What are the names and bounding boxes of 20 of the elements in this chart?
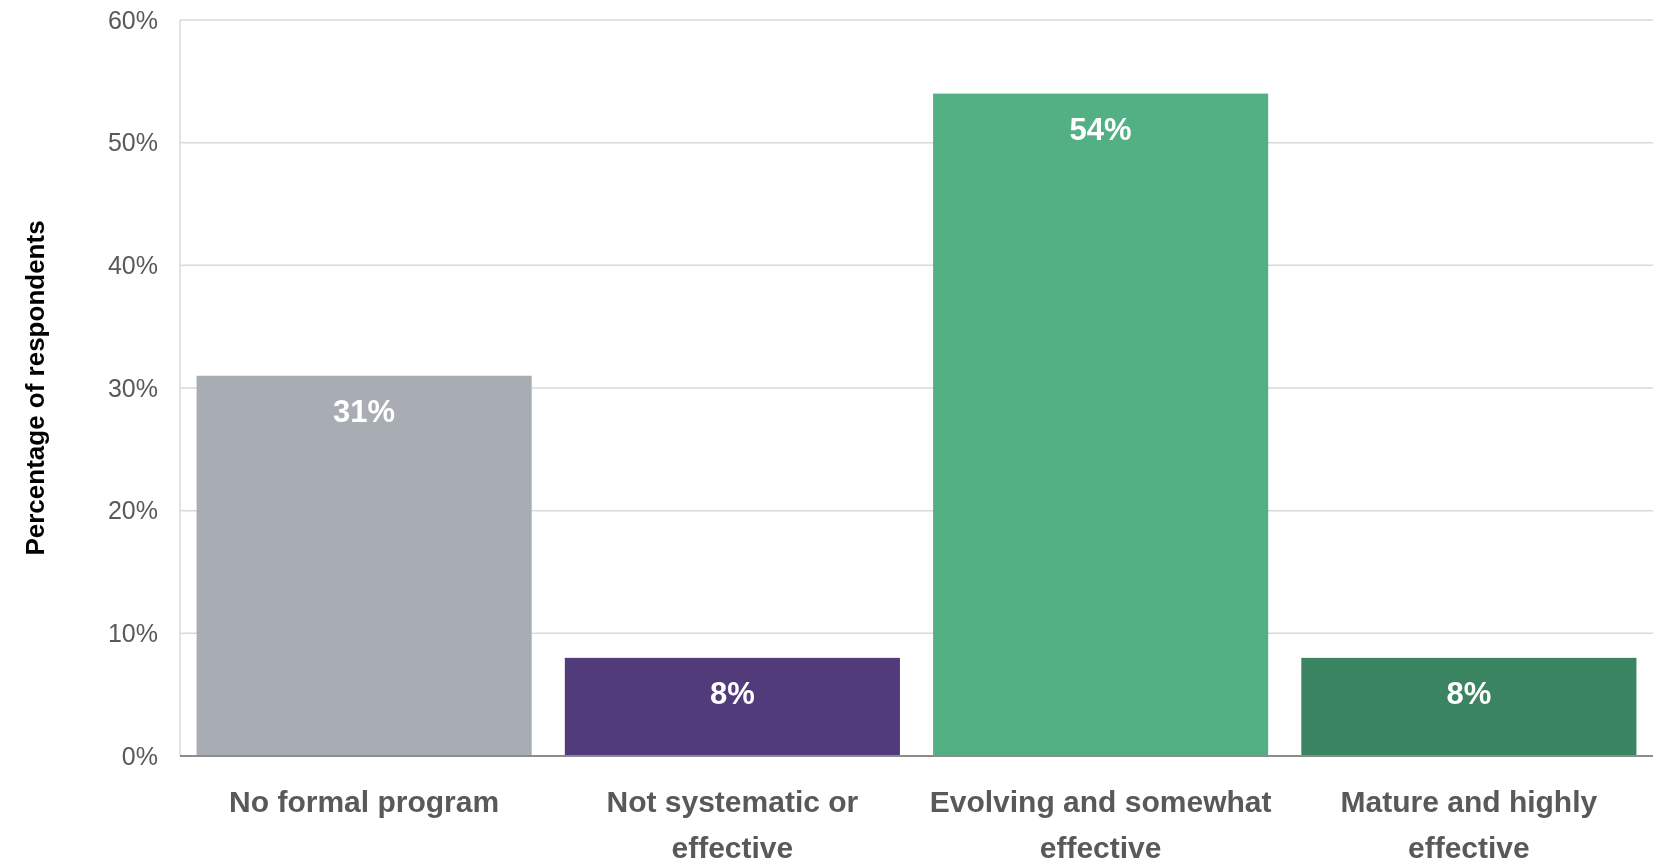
- data-label: 54%: [1069, 111, 1132, 147]
- x-tick-label: Mature and highly effective: [1340, 785, 1598, 864]
- y-tick-label: 30%: [107, 373, 158, 402]
- bar: [933, 93, 1269, 756]
- x-tick-label: No formal program: [229, 785, 500, 818]
- y-tick-label: 50%: [107, 128, 158, 157]
- y-tick-label: 0%: [121, 741, 158, 770]
- data-label: 8%: [1446, 675, 1492, 711]
- y-axis-title: Percentage of respondents: [20, 220, 50, 556]
- x-tick-label: Not systematic or effective: [606, 785, 859, 864]
- x-tick-label: Evolving and somewhat effective: [929, 785, 1272, 864]
- y-tick-label: 40%: [107, 251, 158, 280]
- data-label: 8%: [709, 675, 755, 711]
- y-tick-label: 20%: [107, 496, 158, 525]
- bar: [1301, 657, 1637, 756]
- y-tick-label: 10%: [107, 619, 158, 648]
- bar: [564, 657, 900, 756]
- data-label: 31%: [333, 393, 396, 429]
- y-tick-label: 60%: [107, 5, 158, 34]
- bar: [196, 375, 532, 756]
